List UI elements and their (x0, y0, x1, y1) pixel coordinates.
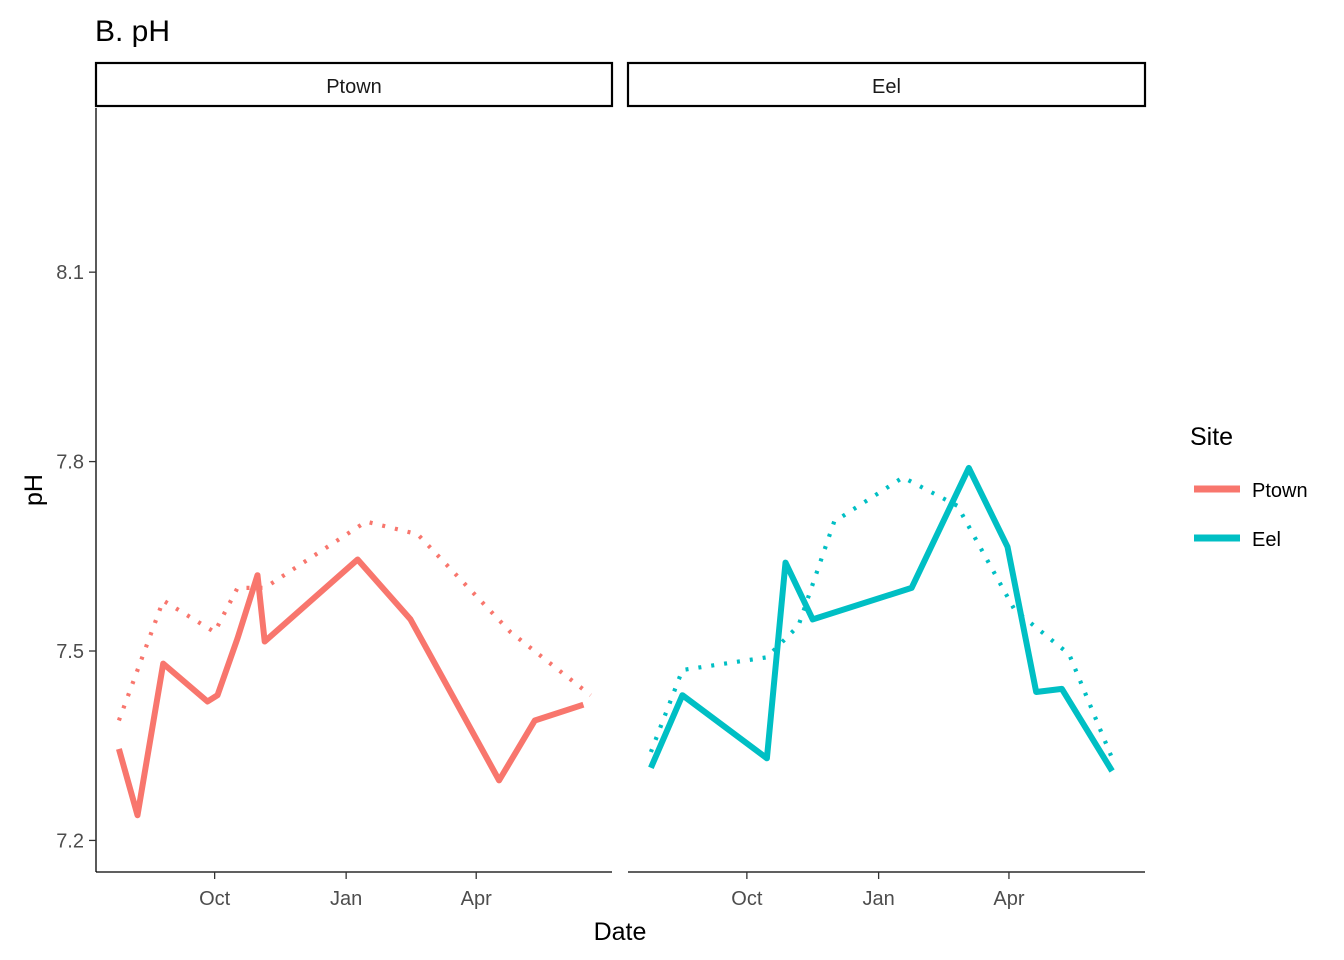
x-tick-label: Oct (199, 888, 231, 910)
panel-eel: Eel Oct Jan Apr (626, 61, 1147, 910)
x-axis-title: Date (594, 918, 647, 946)
strip-label: Eel (872, 76, 901, 98)
x-tick-label: Oct (731, 888, 763, 910)
y-axis-title: pH (20, 474, 48, 506)
strip-box (94, 61, 614, 108)
y-tick-label: 8.1 (56, 262, 84, 284)
dotted-series-line (648, 475, 1115, 760)
legend-label-eel: Eel (1252, 529, 1281, 551)
legend-title: Site (1190, 423, 1233, 451)
chart-title: B. pH (95, 15, 170, 48)
x-tick-label: Jan (330, 888, 362, 910)
facet-panels: Ptown Oct Jan Apr Eel Oct Jan Apr (94, 61, 1147, 910)
y-tick-label: 7.2 (56, 830, 84, 852)
strip-label: Ptown (326, 76, 382, 98)
strip-box (626, 61, 1147, 108)
solid-series-line (648, 464, 1115, 773)
x-tick-label: Apr (993, 888, 1024, 910)
y-axis: 7.2 7.5 7.8 8.1 (56, 108, 97, 872)
x-tick-label: Apr (461, 888, 492, 910)
dotted-series-line (116, 519, 592, 722)
legend-label-ptown: Ptown (1252, 480, 1308, 502)
legend: Site Ptown Eel (1190, 423, 1308, 551)
y-tick-label: 7.8 (56, 452, 84, 474)
solid-series-line (116, 556, 585, 819)
x-tick-label: Jan (862, 888, 894, 910)
panel-ptown: Ptown Oct Jan Apr (94, 61, 614, 910)
y-tick-label: 7.5 (56, 641, 84, 663)
